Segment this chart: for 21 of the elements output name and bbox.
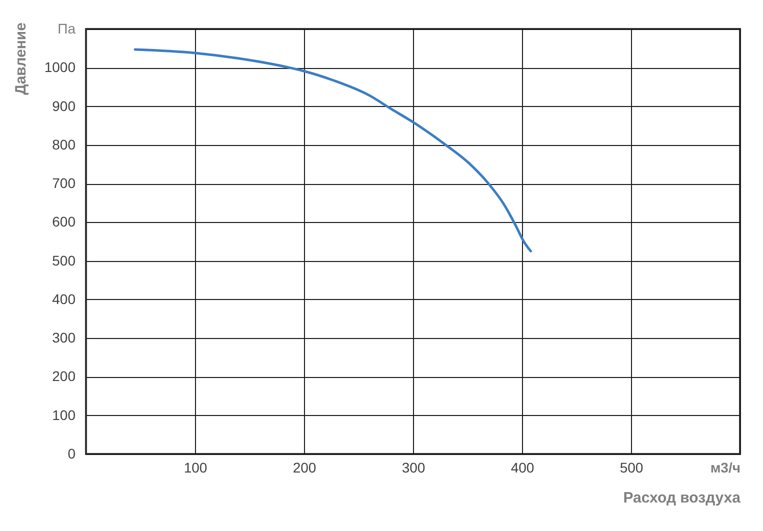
y-tick-label: 1000 [44,59,76,76]
y-tick-label: Па [58,20,76,36]
y-tick-label: 200 [52,368,76,384]
y-axis-title: Давление [12,22,30,95]
y-tick-label: 800 [52,136,76,152]
line-series [134,48,532,252]
y-tick-label: 600 [52,214,76,230]
y-tick-label: 100 [52,406,76,423]
x-tick-label: 100 [184,460,208,476]
y-tick-label: 0 [68,446,76,462]
y-tick-label: 400 [52,290,76,307]
y-tick-label: 700 [52,175,76,192]
x-tick-label: 400 [510,460,534,476]
x-tick-label: м3/ч [710,460,740,476]
x-axis-title: Расход воздуха [623,490,742,506]
x-tick-label: 500 [620,460,644,476]
x-tick-label: 300 [402,460,426,476]
x-tick-label: 200 [292,460,316,476]
y-tick-label: 900 [52,98,76,114]
y-tick-label: 300 [52,330,76,346]
y-tick-label: 500 [52,252,76,268]
